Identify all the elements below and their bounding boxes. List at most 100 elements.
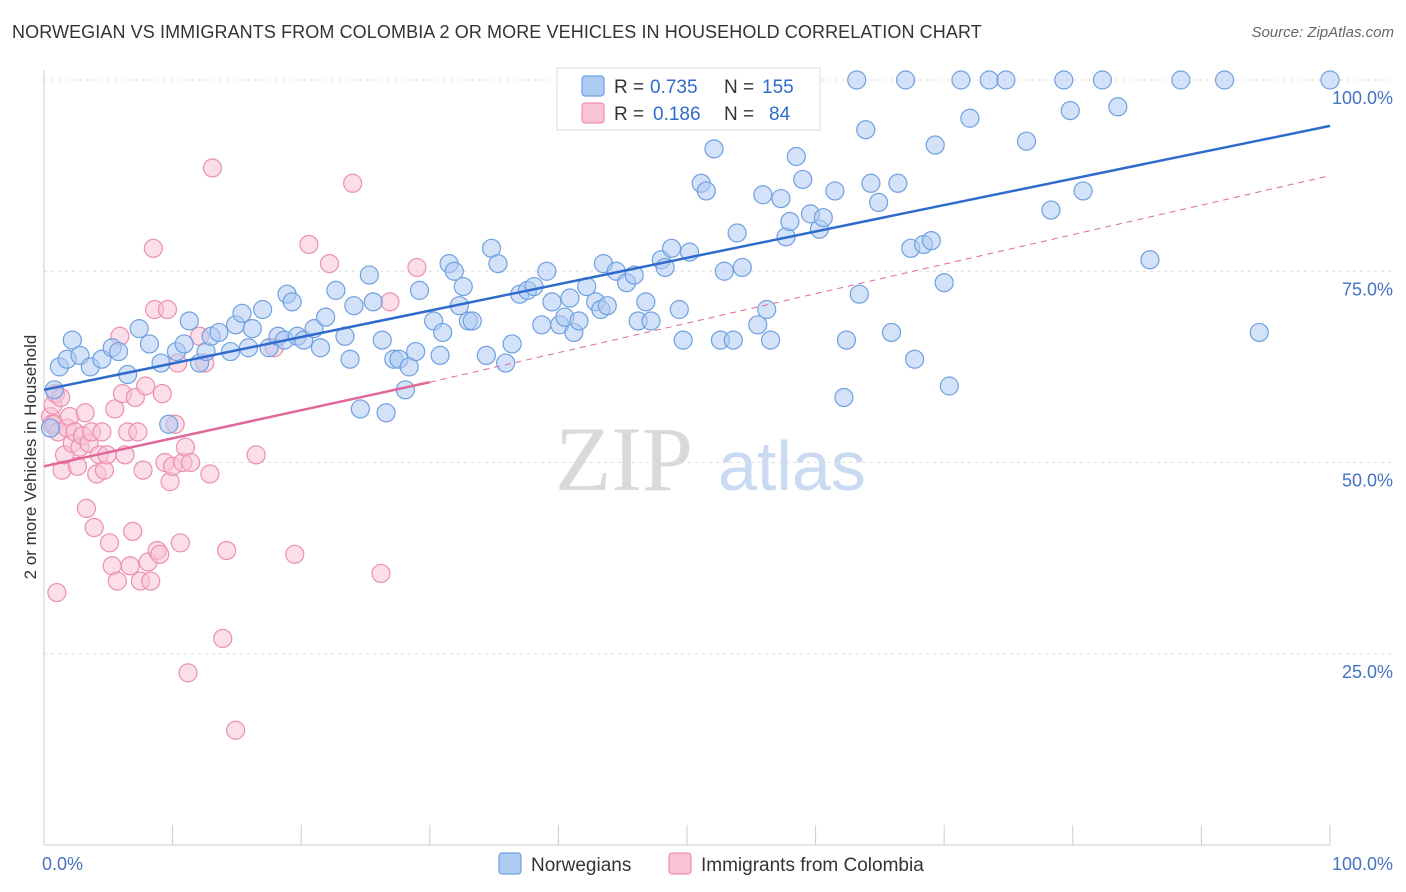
point-colombia bbox=[285, 544, 305, 564]
point-norwegians bbox=[723, 330, 743, 350]
point-norwegians bbox=[896, 70, 916, 90]
point-norwegians bbox=[159, 414, 179, 434]
point-colombia bbox=[246, 445, 266, 465]
point-norwegians bbox=[1108, 97, 1128, 117]
point-colombia bbox=[105, 399, 125, 419]
point-norwegians bbox=[372, 330, 392, 350]
point-norwegians bbox=[704, 139, 724, 159]
point-norwegians bbox=[951, 70, 971, 90]
point-norwegians bbox=[753, 185, 773, 205]
point-colombia bbox=[226, 720, 246, 740]
point-norwegians bbox=[560, 288, 580, 308]
trend-line-colombia bbox=[43, 380, 431, 468]
point-norwegians bbox=[1320, 70, 1340, 90]
series-legend: Norwegians Immigrants from Colombia bbox=[498, 852, 924, 876]
point-norwegians bbox=[376, 403, 396, 423]
tick-labels: 25.0% 50.0% 75.0% 100.0% 0.0% 100.0% bbox=[42, 88, 1393, 874]
point-norwegians bbox=[1214, 70, 1235, 90]
point-colombia bbox=[143, 238, 163, 258]
point-norwegians bbox=[430, 345, 450, 365]
bottom-legend-swatch-colombia bbox=[668, 852, 692, 875]
point-norwegians bbox=[1171, 70, 1191, 90]
point-norwegians bbox=[344, 296, 364, 316]
point-norwegians bbox=[888, 173, 908, 193]
y-tick-label: 100.0% bbox=[1332, 88, 1393, 108]
point-colombia bbox=[202, 158, 223, 178]
legend-r-label-2: R = bbox=[614, 104, 644, 125]
point-norwegians bbox=[179, 311, 199, 331]
point-norwegians bbox=[310, 338, 331, 358]
source-label: Source: ZipAtlas.com bbox=[1251, 24, 1394, 41]
point-norwegians bbox=[209, 322, 229, 343]
legend-n-value-2: 84 bbox=[769, 104, 791, 125]
bottom-legend-swatch-norwegians bbox=[498, 852, 522, 875]
point-norwegians bbox=[40, 418, 61, 438]
x-tick-label: 0.0% bbox=[42, 854, 83, 874]
point-colombia bbox=[123, 521, 143, 541]
point-norwegians bbox=[488, 254, 508, 274]
point-norwegians bbox=[696, 181, 716, 201]
point-norwegians bbox=[108, 341, 129, 362]
point-norwegians bbox=[1073, 181, 1093, 201]
point-norwegians bbox=[760, 330, 781, 350]
point-norwegians bbox=[569, 311, 589, 331]
point-norwegians bbox=[316, 307, 336, 327]
point-colombia bbox=[343, 173, 363, 193]
point-colombia bbox=[181, 452, 201, 473]
point-norwegians bbox=[856, 120, 876, 140]
point-colombia bbox=[92, 422, 112, 442]
y-tick-label: 50.0% bbox=[1342, 471, 1393, 491]
trend-lines bbox=[43, 124, 1331, 468]
point-norwegians bbox=[836, 330, 857, 350]
point-colombia bbox=[319, 254, 340, 274]
point-norwegians bbox=[532, 315, 552, 335]
point-norwegians bbox=[129, 319, 149, 339]
point-norwegians bbox=[1016, 131, 1037, 151]
point-norwegians bbox=[869, 192, 889, 212]
point-colombia bbox=[107, 571, 127, 591]
point-norwegians bbox=[939, 376, 959, 396]
point-norwegians bbox=[786, 146, 806, 167]
point-norwegians bbox=[661, 238, 682, 258]
point-norwegians bbox=[597, 296, 617, 316]
x-tick-label: 100.0% bbox=[1332, 854, 1393, 874]
point-norwegians bbox=[732, 257, 752, 278]
point-colombia bbox=[133, 460, 153, 480]
trend-line-norwegians bbox=[43, 124, 1331, 392]
point-colombia bbox=[75, 403, 95, 423]
point-colombia bbox=[47, 582, 67, 603]
point-norwegians bbox=[326, 280, 346, 300]
watermark-atlas: atlas bbox=[718, 427, 866, 505]
point-norwegians bbox=[881, 322, 902, 343]
point-norwegians bbox=[502, 334, 522, 354]
watermark-zip: ZIP bbox=[555, 408, 693, 510]
point-norwegians bbox=[813, 208, 833, 228]
point-norwegians bbox=[757, 299, 777, 320]
point-norwegians bbox=[406, 341, 426, 362]
point-norwegians bbox=[727, 223, 747, 243]
point-norwegians bbox=[1060, 100, 1080, 121]
legend-n-label-2: N = bbox=[724, 104, 754, 125]
point-colombia bbox=[150, 544, 170, 564]
point-norwegians bbox=[409, 280, 430, 300]
point-colombia bbox=[135, 376, 156, 396]
series-immigrants-from-colombia bbox=[40, 158, 427, 740]
point-colombia bbox=[141, 571, 161, 591]
point-norwegians bbox=[433, 322, 453, 343]
point-colombia bbox=[213, 628, 233, 649]
point-norwegians bbox=[921, 231, 941, 251]
chart-title: NORWEGIAN VS IMMIGRANTS FROM COLOMBIA 2 … bbox=[12, 22, 982, 42]
point-colombia bbox=[84, 517, 104, 538]
point-norwegians bbox=[669, 299, 689, 320]
series-norwegians bbox=[40, 70, 1340, 438]
point-norwegians bbox=[542, 292, 562, 312]
point-norwegians bbox=[780, 211, 800, 232]
point-norwegians bbox=[771, 188, 791, 209]
point-norwegians bbox=[453, 276, 473, 297]
point-colombia bbox=[200, 464, 220, 484]
legend-r-label-1: R = bbox=[614, 77, 644, 98]
point-colombia bbox=[299, 234, 319, 255]
point-norwegians bbox=[714, 261, 734, 281]
point-norwegians bbox=[641, 311, 661, 331]
